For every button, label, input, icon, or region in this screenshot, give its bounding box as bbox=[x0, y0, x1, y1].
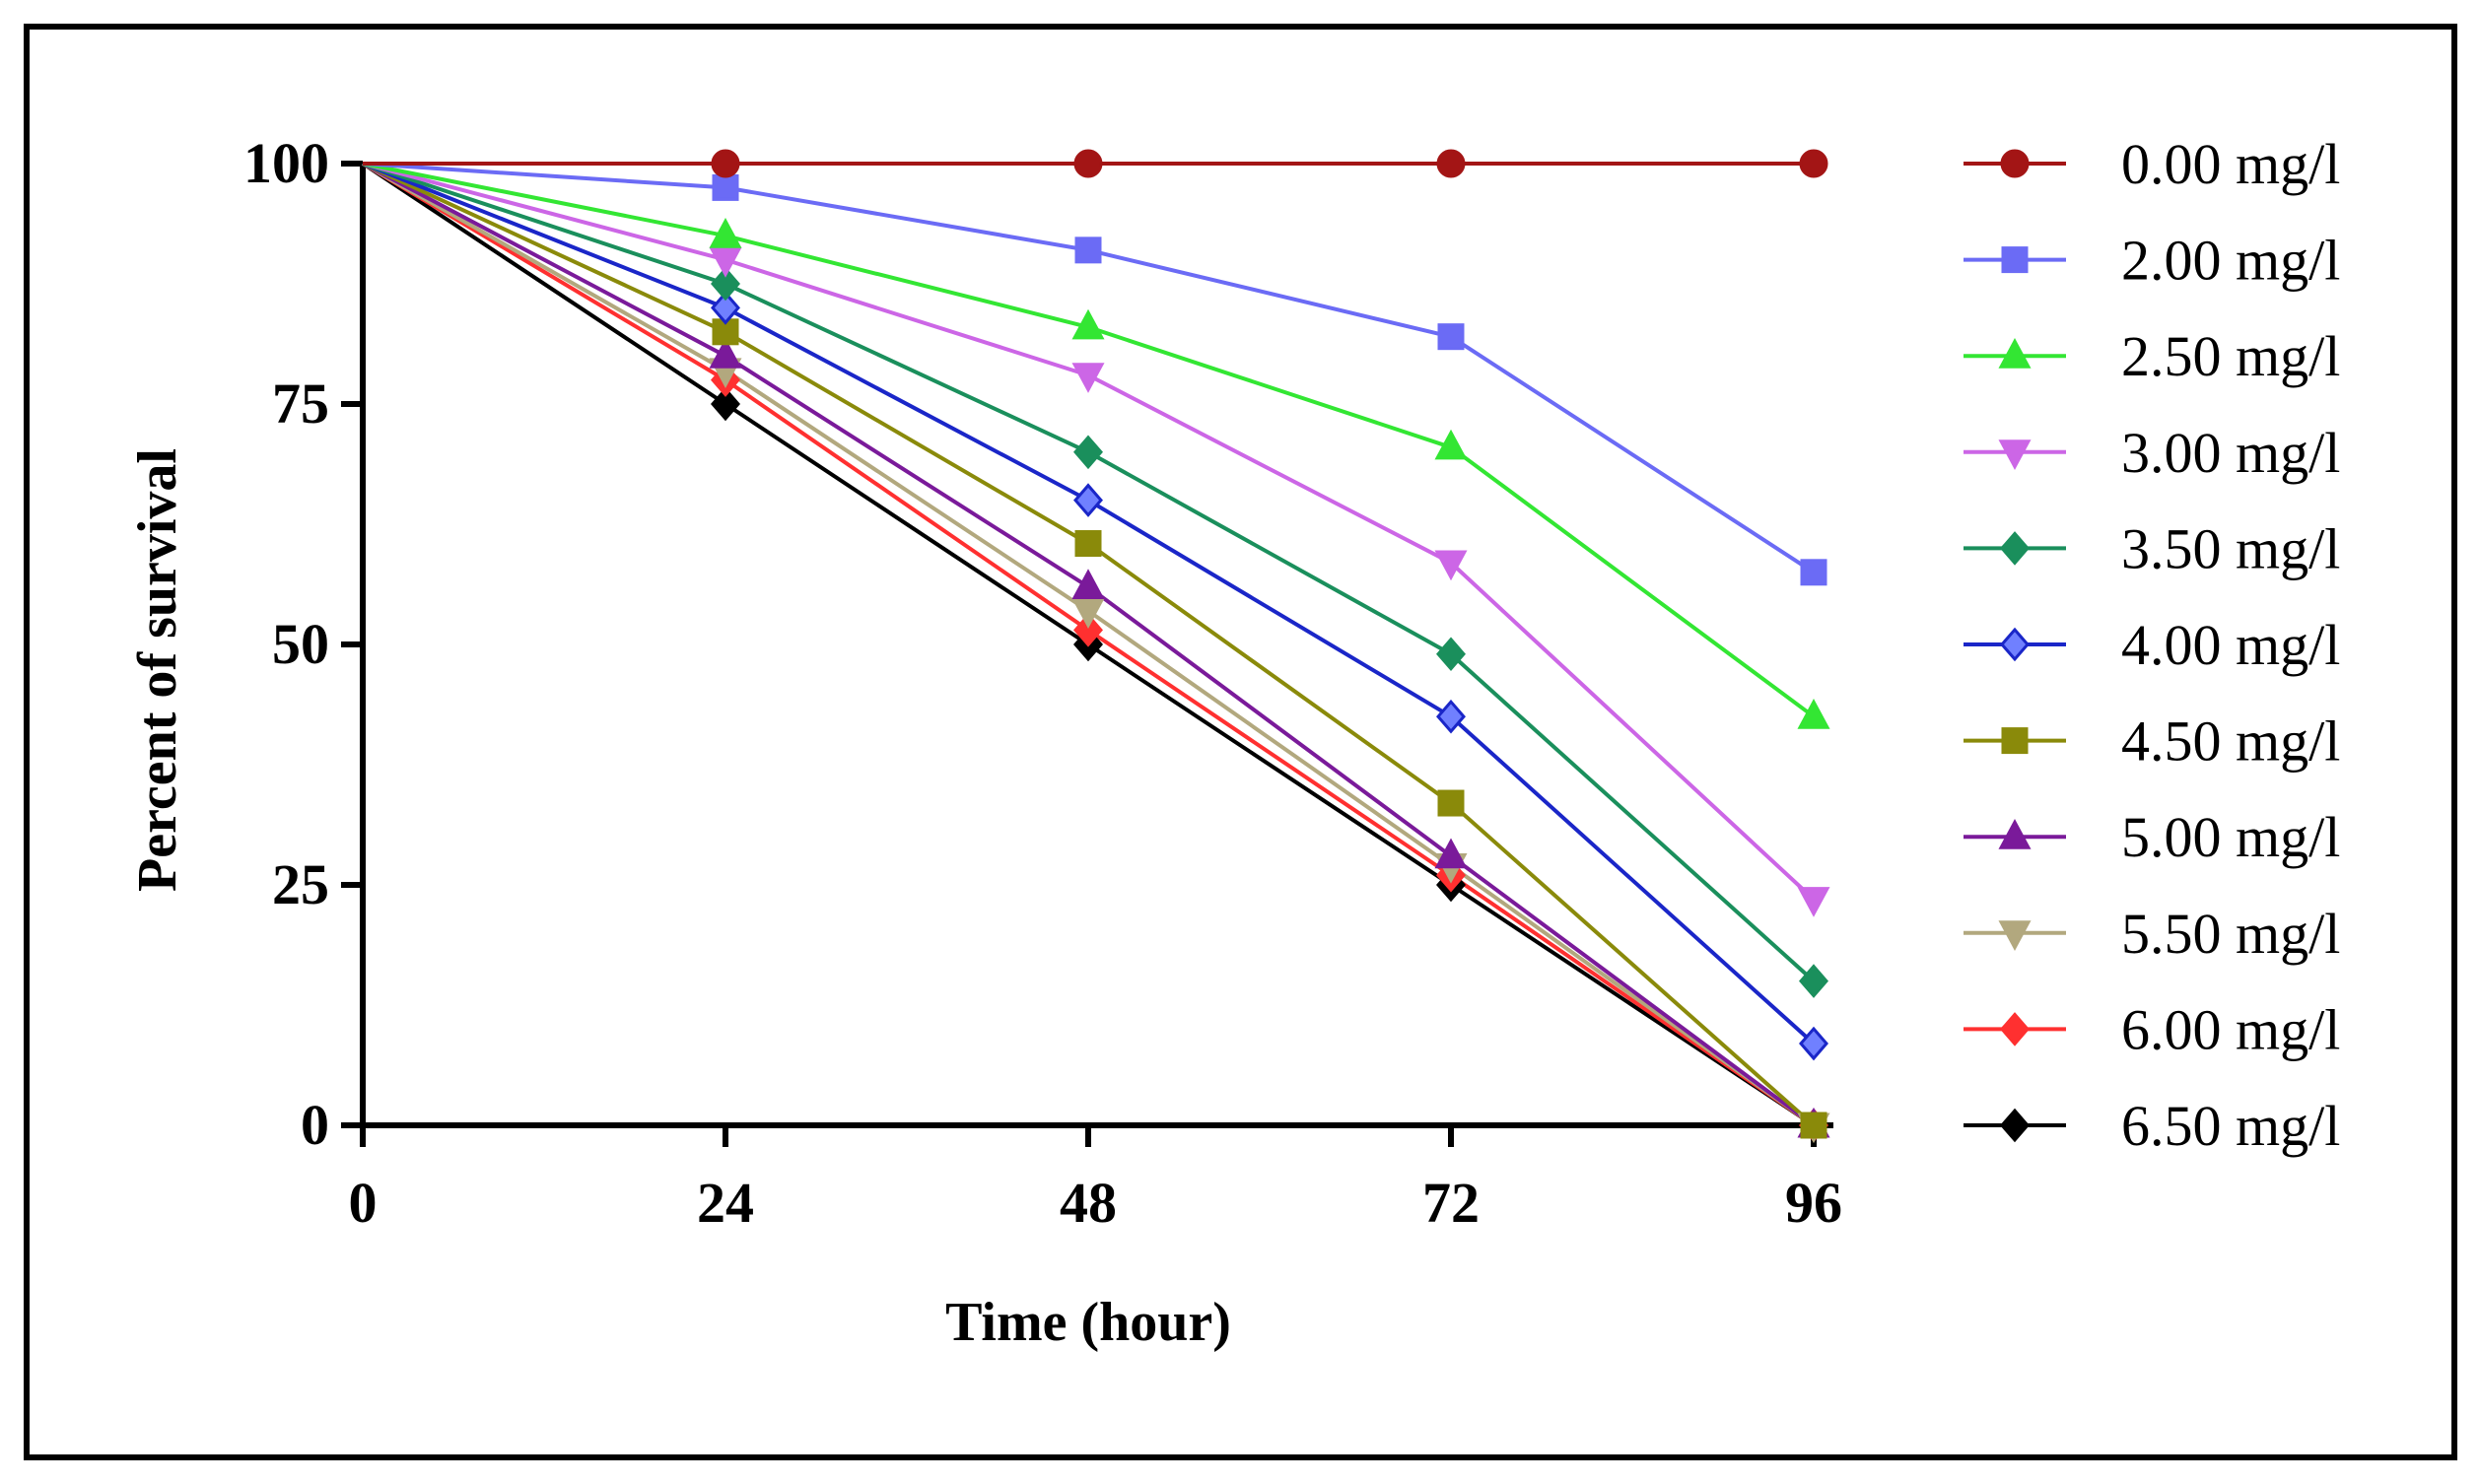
data-point bbox=[709, 338, 742, 369]
data-point bbox=[1436, 699, 1466, 734]
data-point bbox=[711, 266, 740, 302]
legend-entry: 3.00 mg/l bbox=[1964, 421, 2340, 485]
legend-label: 6.50 mg/l bbox=[2121, 1094, 2340, 1158]
data-point bbox=[1437, 789, 1465, 817]
y-tick-label: 100 bbox=[243, 131, 329, 195]
legend-label: 4.00 mg/l bbox=[2121, 613, 2340, 677]
legend-marker bbox=[2000, 627, 2030, 662]
legend-label: 0.00 mg/l bbox=[2121, 132, 2340, 196]
legend-marker bbox=[1998, 920, 2032, 951]
data-point bbox=[1073, 149, 1103, 178]
legend-marker bbox=[2000, 149, 2030, 178]
data-point bbox=[1071, 569, 1105, 599]
y-tick-label: 25 bbox=[272, 852, 329, 916]
data-point bbox=[711, 149, 740, 178]
data-point bbox=[1434, 429, 1468, 460]
legend-entry: 5.00 mg/l bbox=[1964, 805, 2340, 869]
data-point bbox=[709, 247, 742, 278]
data-point bbox=[1800, 559, 1827, 586]
legend-label: 3.00 mg/l bbox=[2121, 421, 2340, 485]
data-point bbox=[1071, 308, 1105, 340]
x-tick-label: 24 bbox=[697, 1171, 754, 1235]
legend-entry: 3.50 mg/l bbox=[1964, 516, 2340, 580]
legend-marker bbox=[1998, 338, 2032, 369]
data-point bbox=[1434, 838, 1468, 869]
y-axis-label: Percent of survival bbox=[127, 448, 188, 892]
x-tick-label: 72 bbox=[1422, 1171, 1480, 1235]
legend-entry: 4.00 mg/l bbox=[1964, 613, 2340, 677]
axes: 0 25 50 75 100 0 24 48 72 96 bbox=[243, 131, 1842, 1235]
legend-marker bbox=[2000, 1108, 2030, 1143]
legend-label: 5.50 mg/l bbox=[2121, 902, 2340, 966]
legend-entry: 6.00 mg/l bbox=[1964, 997, 2340, 1061]
data-point bbox=[1799, 149, 1828, 178]
data-point bbox=[1797, 699, 1830, 729]
legend-marker bbox=[2001, 727, 2029, 755]
legend-label: 5.00 mg/l bbox=[2121, 805, 2340, 869]
data-point bbox=[711, 291, 740, 325]
data-point bbox=[711, 386, 740, 422]
legend-entry: 2.50 mg/l bbox=[1964, 324, 2340, 388]
legend-label: 4.50 mg/l bbox=[2121, 709, 2340, 774]
legend-marker bbox=[1998, 819, 2032, 849]
data-point bbox=[709, 218, 742, 248]
legend-entry: 6.50 mg/l bbox=[1964, 1094, 2340, 1158]
survival-line-chart: 0 25 50 75 100 0 24 48 72 96 0.00 mg/l 2.00 mg/l 2.… bbox=[127, 131, 2340, 1353]
x-tick-label: 0 bbox=[349, 1171, 378, 1235]
legend-entry: 4.50 mg/l bbox=[1964, 709, 2340, 774]
legend-marker bbox=[2000, 531, 2030, 566]
legend-entry: 2.00 mg/l bbox=[1964, 229, 2340, 293]
data-point bbox=[1799, 964, 1828, 998]
data-point bbox=[1799, 1026, 1828, 1061]
series-markers bbox=[709, 149, 1830, 1144]
legend: 0.00 mg/l 2.00 mg/l 2.50 mg/l 3.00 mg/l 3.50… bbox=[1964, 132, 2340, 1158]
data-point bbox=[1436, 637, 1466, 672]
data-point bbox=[1797, 887, 1830, 917]
legend-marker bbox=[2000, 1012, 2030, 1046]
legend-entry: 5.50 mg/l bbox=[1964, 902, 2340, 966]
data-point bbox=[1434, 550, 1468, 581]
x-axis-label: Time (hour) bbox=[945, 1292, 1231, 1353]
data-point bbox=[1436, 149, 1466, 178]
legend-label: 3.50 mg/l bbox=[2121, 516, 2340, 580]
y-tick-label: 0 bbox=[301, 1093, 329, 1157]
chart-frame: 0 25 50 75 100 0 24 48 72 96 0.00 mg/l 2.00 mg/l 2.… bbox=[24, 24, 2457, 1460]
x-tick-label: 96 bbox=[1785, 1171, 1842, 1235]
data-point bbox=[1800, 1112, 1827, 1139]
x-tick-label: 48 bbox=[1060, 1171, 1117, 1235]
legend-label: 2.50 mg/l bbox=[2121, 324, 2340, 388]
data-point bbox=[1074, 530, 1102, 558]
legend-label: 2.00 mg/l bbox=[2121, 229, 2340, 293]
legend-marker bbox=[1998, 439, 2032, 470]
legend-marker bbox=[2001, 246, 2029, 274]
data-point bbox=[1071, 363, 1105, 393]
legend-entry: 0.00 mg/l bbox=[1964, 132, 2340, 196]
y-tick-label: 50 bbox=[272, 612, 329, 676]
data-point bbox=[1073, 435, 1103, 470]
data-point bbox=[1074, 236, 1102, 264]
data-point bbox=[1073, 613, 1103, 647]
data-point bbox=[712, 173, 739, 201]
y-tick-label: 75 bbox=[272, 371, 329, 436]
legend-label: 6.00 mg/l bbox=[2121, 997, 2340, 1061]
data-point bbox=[1073, 483, 1103, 517]
data-point bbox=[1437, 323, 1465, 351]
data-point bbox=[1071, 598, 1105, 630]
